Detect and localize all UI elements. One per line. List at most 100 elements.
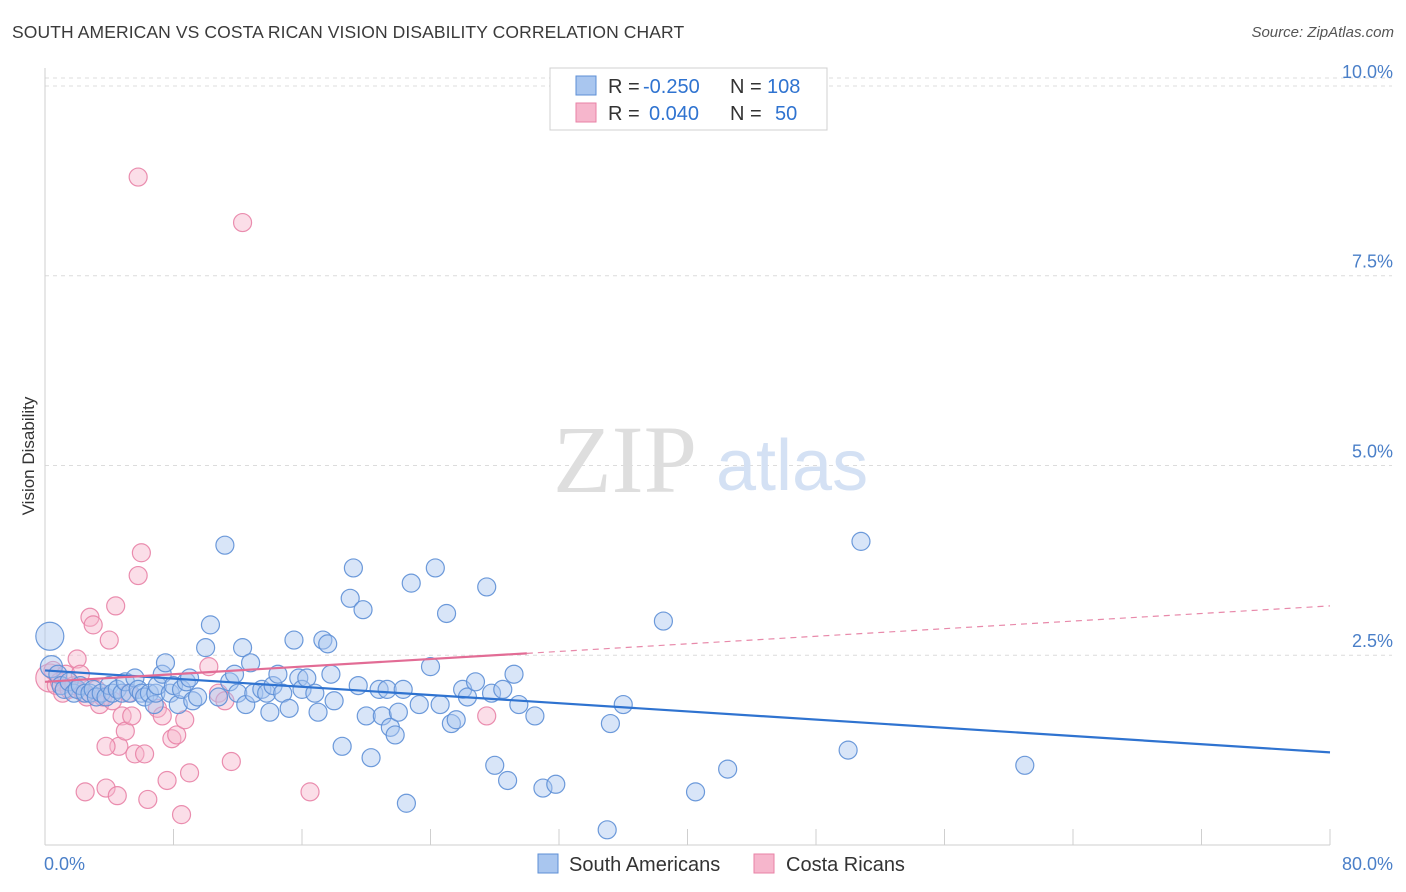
- legend-r-label: R =: [608, 76, 640, 98]
- south-american-point: [504, 664, 524, 684]
- south-american-point: [493, 679, 513, 699]
- south-american-point: [465, 672, 486, 692]
- legend-n-label: N =: [730, 76, 762, 98]
- series-legend-label: Costa Ricans: [786, 854, 905, 876]
- y-tick-label: 5.0%: [1352, 441, 1393, 461]
- costa-rican-point: [122, 706, 142, 726]
- costa-ricans-points: [35, 167, 497, 825]
- south-american-point: [509, 694, 529, 715]
- watermark-zip: ZIP: [553, 406, 697, 513]
- south-american-point: [396, 793, 417, 813]
- costa-ricans-trend-line-extension: [526, 605, 1331, 654]
- south-american-point: [146, 683, 166, 703]
- costa-rican-point: [67, 649, 87, 669]
- south-american-point: [64, 683, 84, 703]
- y-tick-labels: 2.5% 5.0% 7.5% 10.0%: [1342, 62, 1393, 651]
- south-american-point: [268, 664, 288, 684]
- source-label: Source: ZipAtlas.com: [1251, 24, 1394, 41]
- costa-rican-point: [152, 706, 172, 726]
- watermark: ZIP atlas: [553, 406, 868, 513]
- south-american-point: [600, 713, 621, 734]
- south-american-point: [215, 535, 235, 555]
- costa-rican-point: [477, 706, 497, 726]
- x-ticks: [173, 829, 1331, 845]
- legend-n-value: 108: [767, 76, 800, 98]
- south-american-point: [292, 679, 312, 699]
- south-american-point: [131, 683, 151, 703]
- legend-n-label: N =: [730, 103, 762, 125]
- costa-rican-point: [96, 778, 116, 798]
- y-axis-title: Vision Disability: [19, 396, 38, 515]
- y-tick-label: 7.5%: [1352, 252, 1393, 272]
- south-american-point: [401, 573, 421, 593]
- costa-rican-point: [179, 763, 200, 783]
- south-american-point: [409, 694, 429, 715]
- legend-r-value: -0.250: [643, 76, 700, 98]
- south-american-point: [546, 774, 566, 794]
- south-americans-trend-line: [44, 669, 1331, 754]
- south-american-point: [485, 755, 505, 775]
- south-american-point: [361, 748, 381, 768]
- south-american-point: [224, 664, 245, 684]
- legend-swatch-pink: [575, 102, 597, 123]
- south-american-point: [613, 694, 633, 715]
- south-american-point: [388, 702, 408, 722]
- costa-rican-point: [157, 770, 177, 791]
- costa-ricans-trend-line: [44, 652, 527, 683]
- south-american-point: [343, 558, 363, 578]
- costa-rican-point: [112, 706, 132, 726]
- south-american-point: [377, 679, 397, 699]
- costa-rican-point: [96, 736, 116, 756]
- costa-rican-point: [138, 789, 158, 810]
- south-american-point: [430, 694, 450, 715]
- south-american-point: [353, 600, 373, 620]
- south-american-point: [308, 702, 328, 722]
- south-american-point: [420, 657, 441, 677]
- y-tick-label: 10.0%: [1342, 62, 1393, 82]
- series-legend: South Americans Costa Ricans: [537, 853, 905, 876]
- grid-lines: [45, 77, 1392, 656]
- costa-rican-point: [106, 596, 126, 616]
- south-american-point: [597, 820, 617, 840]
- south-american-point: [168, 694, 188, 715]
- x-tick-label: 80.0%: [1342, 854, 1393, 874]
- south-american-point: [139, 683, 160, 703]
- south-american-point: [1015, 755, 1035, 775]
- south-american-point: [356, 706, 376, 726]
- south-american-point: [436, 603, 457, 624]
- south-american-point: [284, 630, 304, 650]
- costa-rican-point: [300, 782, 320, 802]
- south-american-point: [155, 653, 176, 673]
- legend-r-label: R =: [608, 103, 640, 125]
- south-american-point: [241, 653, 261, 673]
- x-tick-label: 0.0%: [44, 854, 85, 874]
- costa-rican-point: [125, 744, 145, 764]
- trend-lines: [44, 605, 1331, 754]
- south-american-point: [851, 531, 871, 551]
- south-american-point: [477, 577, 497, 597]
- south-american-point: [232, 638, 253, 658]
- south-american-point: [498, 770, 518, 791]
- watermark-atlas: atlas: [716, 426, 868, 506]
- south-american-point: [196, 638, 216, 658]
- legend-n-value: 50: [775, 103, 797, 125]
- south-american-point: [372, 706, 392, 726]
- series-legend-swatch-pink: [753, 853, 775, 874]
- costa-rican-point: [167, 725, 187, 745]
- south-american-point: [260, 702, 280, 722]
- south-american-point: [228, 683, 248, 703]
- south-american-point: [279, 698, 299, 718]
- south-american-point: [321, 664, 341, 684]
- series-legend-label: South Americans: [569, 854, 720, 876]
- south-american-point: [208, 687, 229, 707]
- south-american-point: [425, 558, 445, 578]
- south-american-point: [393, 679, 413, 699]
- south-american-point: [200, 615, 221, 635]
- costa-rican-point: [221, 751, 241, 772]
- south-american-point: [718, 759, 738, 779]
- costa-rican-point: [107, 786, 127, 806]
- south-americans-points: [35, 531, 1035, 840]
- costa-rican-point: [171, 805, 192, 825]
- y-tick-label: 2.5%: [1352, 631, 1393, 651]
